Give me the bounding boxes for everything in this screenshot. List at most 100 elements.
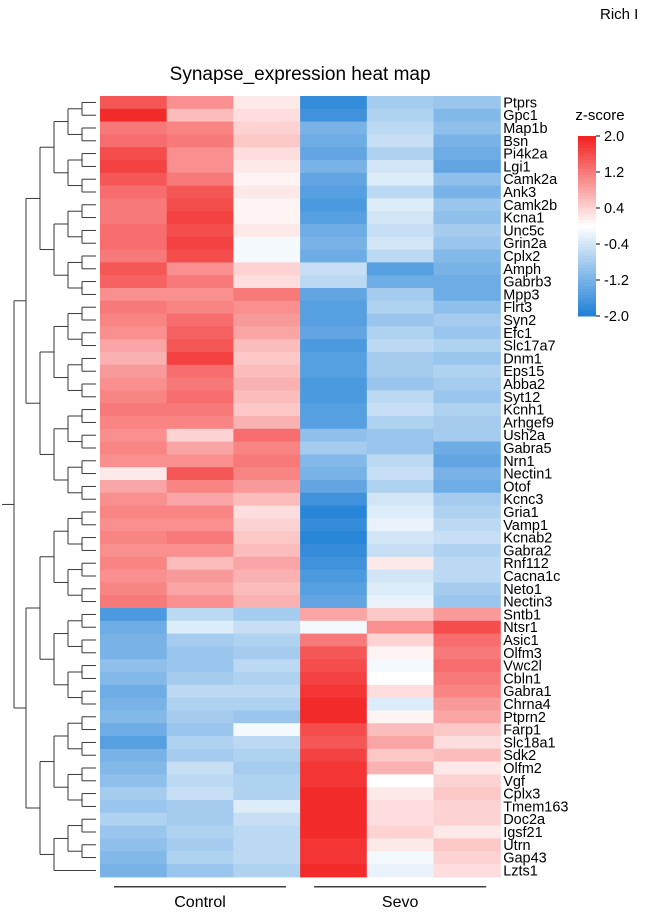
heatmap-cell <box>166 672 234 686</box>
row-label: Ush2a <box>503 428 546 444</box>
heatmap-cell <box>366 544 435 558</box>
legend-gradient-segment <box>578 229 596 233</box>
heatmap-cell <box>233 275 301 289</box>
heatmap-cell <box>366 633 435 647</box>
legend-gradient-segment <box>578 304 596 308</box>
heatmap-cell <box>166 300 234 315</box>
heatmap-cell <box>366 288 435 302</box>
row-label: Gria1 <box>503 505 538 521</box>
heatmap-cell <box>300 147 368 161</box>
row-label: Syn2 <box>503 313 536 329</box>
heatmap-cell <box>300 812 368 827</box>
legend-gradient-segment <box>578 151 596 155</box>
heatmap-cell <box>166 569 234 583</box>
heatmap-cell <box>300 646 368 660</box>
heatmap-cell <box>300 659 368 673</box>
heatmap-cell <box>433 288 501 302</box>
heatmap-cell <box>433 774 501 788</box>
heatmap-cell <box>100 569 168 583</box>
heatmap-cell <box>233 480 301 494</box>
heatmap-cell <box>233 467 301 481</box>
legend-gradient-segment <box>578 187 596 191</box>
heatmap-cell <box>433 608 501 622</box>
heatmap-cell <box>233 812 301 827</box>
heatmap-cell <box>166 646 234 660</box>
row-label: Gpc1 <box>503 108 538 124</box>
heatmap-cell <box>166 467 234 481</box>
heatmap-cell <box>366 326 435 340</box>
heatmap-cell <box>366 96 435 110</box>
heatmap-cell <box>300 697 368 711</box>
legend-gradient-segment <box>578 235 596 239</box>
legend-gradient-segment <box>578 295 596 299</box>
legend-tick-label: -1.2 <box>604 273 629 289</box>
legend-gradient-segment <box>578 193 596 197</box>
legend-gradient-segment <box>578 250 596 254</box>
heatmap-cell <box>166 710 234 724</box>
heatmap-cell <box>433 121 501 135</box>
heatmap-cell <box>366 825 435 839</box>
heatmap-cell <box>100 441 168 455</box>
heatmap-cell <box>433 646 501 660</box>
heatmap-cell <box>433 249 501 263</box>
heatmap-cell <box>433 364 501 379</box>
heatmap-cell <box>100 774 168 788</box>
heatmap-cell <box>233 761 301 775</box>
group-label: Sevo <box>382 894 419 911</box>
heatmap-cell <box>233 569 301 583</box>
row-label: Vamp1 <box>503 518 548 534</box>
heatmap-cell <box>366 569 435 583</box>
heatmap-cell <box>233 864 301 878</box>
heatmap-cell <box>233 825 301 839</box>
heatmap-cell <box>300 262 368 276</box>
legend-gradient-segment <box>578 211 596 215</box>
row-label: Vwc2l <box>503 659 542 675</box>
heatmap-cell <box>100 838 168 852</box>
heatmap-cell <box>366 697 435 711</box>
heatmap-cell <box>366 211 435 225</box>
legend-gradient-segment <box>578 292 596 296</box>
heatmap-cell <box>166 825 234 839</box>
heatmap-cell <box>100 748 168 763</box>
heatmap-cell <box>300 633 368 647</box>
heatmap-cell <box>433 697 501 711</box>
heatmap-cell <box>100 377 168 391</box>
heatmap-cell <box>300 800 368 814</box>
heatmap-cell <box>100 544 168 558</box>
heatmap-cell <box>100 96 168 110</box>
heatmap-cell <box>100 800 168 814</box>
heatmap-cell <box>300 121 368 135</box>
heatmap-cell <box>366 441 435 455</box>
legend-gradient-segment <box>578 202 596 206</box>
legend-gradient-segment <box>578 136 596 140</box>
row-label: Grin2a <box>503 236 547 252</box>
heatmap-cell <box>300 377 368 391</box>
heatmap-cell <box>166 364 234 379</box>
row-label: Amph <box>503 262 541 278</box>
heatmap-cell <box>100 403 168 417</box>
legend-gradient-segment <box>578 214 596 218</box>
heatmap-cell <box>233 377 301 391</box>
legend-gradient-segment <box>578 190 596 194</box>
heatmap-cell <box>233 224 301 238</box>
heatmap-cell <box>366 236 435 251</box>
row-label: Kcnc3 <box>503 492 543 508</box>
heatmap-cell <box>100 211 168 225</box>
heatmap-cell <box>300 160 368 174</box>
heatmap-cell <box>100 428 168 443</box>
heatmap-cell <box>233 774 301 788</box>
heatmap-cell <box>100 825 168 839</box>
legend-gradient-segment <box>578 142 596 146</box>
heatmap-cell <box>166 352 234 366</box>
heatmap-cell <box>233 326 301 340</box>
legend-gradient-segment <box>578 220 596 224</box>
legend-gradient-segment <box>578 244 596 248</box>
heatmap-cell <box>233 518 301 532</box>
heatmap-cell <box>166 723 234 737</box>
legend-gradient-segment <box>578 265 596 269</box>
legend-gradient-segment <box>578 208 596 212</box>
heatmap-cell <box>233 147 301 161</box>
row-label: Gabra5 <box>503 441 551 457</box>
heatmap-cell <box>433 531 501 545</box>
legend-gradient-segment <box>578 178 596 182</box>
